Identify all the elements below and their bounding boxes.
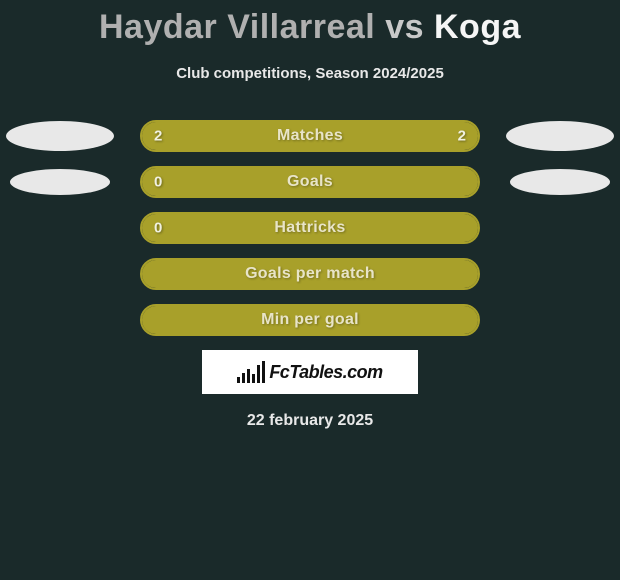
stat-bar: Goals per match (140, 258, 480, 290)
stat-row: Matches2 2 (0, 120, 620, 152)
comparison-title: Haydar Villarreal vs Koga (0, 0, 620, 47)
stat-bar: Hattricks0 (140, 212, 480, 244)
stat-value-left: 0 (154, 220, 162, 237)
stat-row: Goals per match (0, 258, 620, 290)
right-oval-slot (500, 121, 620, 151)
stat-row: Min per goal (0, 304, 620, 336)
stat-label: Matches (142, 127, 478, 145)
stat-bar: Matches2 2 (140, 120, 480, 152)
stat-label: Min per goal (142, 311, 478, 329)
stat-value-left: 2 (154, 128, 162, 145)
player1-marker (6, 121, 114, 151)
subtitle: Club competitions, Season 2024/2025 (0, 65, 620, 82)
date-text: 22 february 2025 (0, 412, 620, 430)
stat-row: Hattricks0 (0, 212, 620, 244)
player1-name: Haydar Villarreal (99, 8, 375, 46)
vs-text: vs (385, 8, 424, 46)
stat-label: Hattricks (142, 219, 478, 237)
right-oval-slot (500, 169, 620, 195)
player2-marker (506, 121, 614, 151)
player2-marker (510, 169, 610, 195)
logo-text: FcTables.com (269, 362, 382, 383)
logo-box: FcTables.com (202, 350, 418, 394)
stats-area: Matches22Goals0Hattricks0Goals per match… (0, 120, 620, 336)
left-oval-slot (0, 121, 120, 151)
stat-label: Goals (142, 173, 478, 191)
stat-value-right: 2 (458, 128, 466, 145)
stat-label: Goals per match (142, 265, 478, 283)
player1-marker (10, 169, 110, 195)
logo-bars-icon (237, 361, 265, 383)
stat-value-left: 0 (154, 174, 162, 191)
stat-row: Goals0 (0, 166, 620, 198)
stat-bar: Goals0 (140, 166, 480, 198)
stat-bar: Min per goal (140, 304, 480, 336)
logo: FcTables.com (237, 361, 382, 383)
player2-name: Koga (434, 8, 521, 46)
left-oval-slot (0, 169, 120, 195)
